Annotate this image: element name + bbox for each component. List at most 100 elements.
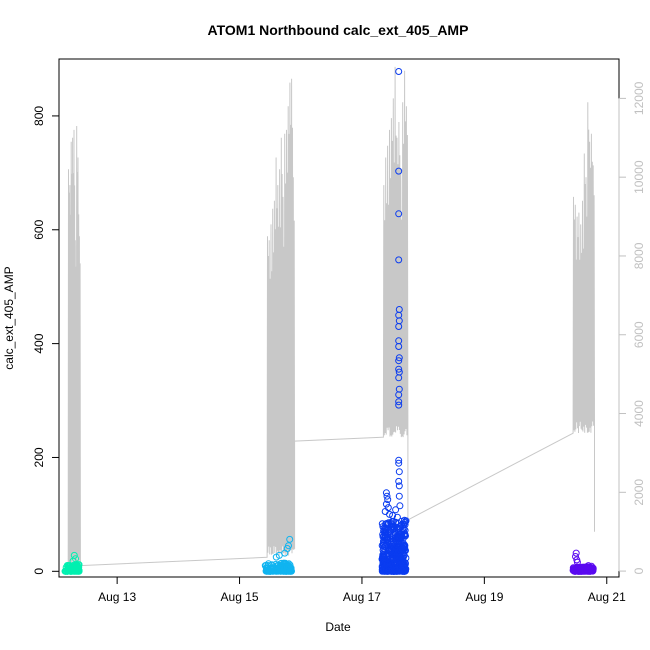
data-point [264,564,272,572]
data-point [384,496,392,504]
series-2 [261,535,295,575]
depth-profile-line [67,66,595,568]
data-point [69,557,77,565]
data-point [395,354,403,362]
data-point [392,506,400,514]
data-point [380,532,388,540]
y2-tick-label: 6000 [632,321,646,348]
y-tick-label: 600 [32,219,46,239]
data-point [381,559,389,567]
data-point [282,567,290,575]
series-3 [378,68,410,575]
data-point [272,553,280,561]
data-point [572,565,579,573]
data-point [395,492,403,500]
data-point [386,555,394,563]
data-point [395,477,403,485]
chart-title: ATOM1 Northbound calc_ext_405_AMP [208,22,469,38]
data-point [380,528,388,536]
data-point [382,489,390,497]
data-point [389,512,397,519]
y2-tick-label: 8000 [632,242,646,269]
data-point [395,468,403,476]
data-point [402,532,409,540]
x-tick-label: Aug 13 [98,590,136,604]
data-point [395,343,403,350]
data-point [281,549,289,557]
data-point [395,210,403,218]
data-point [398,532,406,540]
data-point [396,502,404,510]
data-point [382,500,390,508]
data-point [572,549,580,557]
data-point [399,524,407,532]
y2-tick-label: 10000 [632,160,646,194]
data-point [395,167,403,175]
data-point [580,566,588,574]
data-point [285,560,293,568]
data-point [380,524,388,532]
y-tick-label: 400 [32,333,46,353]
data-point [269,565,276,573]
data-point [390,525,398,533]
data-points-group [61,68,597,575]
y-axis-label: calc_ext_405_AMP [2,266,16,369]
y-tick-label: 800 [32,106,46,126]
data-point [383,492,391,500]
x-tick-label: Aug 19 [465,590,503,604]
y-tick-label: 200 [32,447,46,467]
data-point [381,508,389,515]
y-tick-label: 0 [32,568,46,575]
data-point [395,357,403,365]
x-tick-label: Aug 21 [588,590,626,604]
data-point [388,533,395,541]
data-point [391,524,399,532]
data-point [395,398,403,406]
data-point [395,401,403,409]
data-point [395,256,403,264]
data-point [399,528,407,536]
data-point [401,521,409,528]
data-point [382,539,390,547]
x-tick-label: Aug 15 [221,590,259,604]
data-point [385,564,393,572]
data-point [395,365,403,373]
data-point [70,567,78,575]
data-point [392,535,400,543]
data-point [385,567,393,575]
data-point [584,562,592,570]
y2-tick-label: 12000 [632,81,646,115]
data-point [401,518,409,526]
data-point [395,459,403,467]
data-point [399,567,406,574]
data-point [384,504,392,512]
data-point [385,519,392,527]
data-point [395,391,403,399]
data-point [588,562,595,570]
data-point [387,546,395,553]
data-point [287,566,295,574]
data-point [401,559,409,567]
data-point [72,555,79,563]
x-tick-label: Aug 17 [343,590,381,604]
data-point [381,542,389,550]
series-1 [61,551,83,575]
x-axis-label: Date [325,620,351,634]
y2-tick-label: 4000 [632,400,646,427]
data-point [380,550,388,558]
data-point [401,542,409,550]
data-point [283,563,291,571]
data-point [394,548,402,556]
axes-group: 0 200 400 600 800 Aug 13 Aug 15 Aug 17 Aug 19 Aug… [32,58,646,604]
data-point [395,323,403,330]
depth-profile-line-group [67,66,595,568]
y2-tick-label: 0 [632,567,646,574]
plot-frame [58,58,620,578]
data-point [395,374,403,382]
data-point [386,510,393,518]
data-point [381,529,389,537]
data-point [578,564,586,572]
data-point [573,558,581,566]
